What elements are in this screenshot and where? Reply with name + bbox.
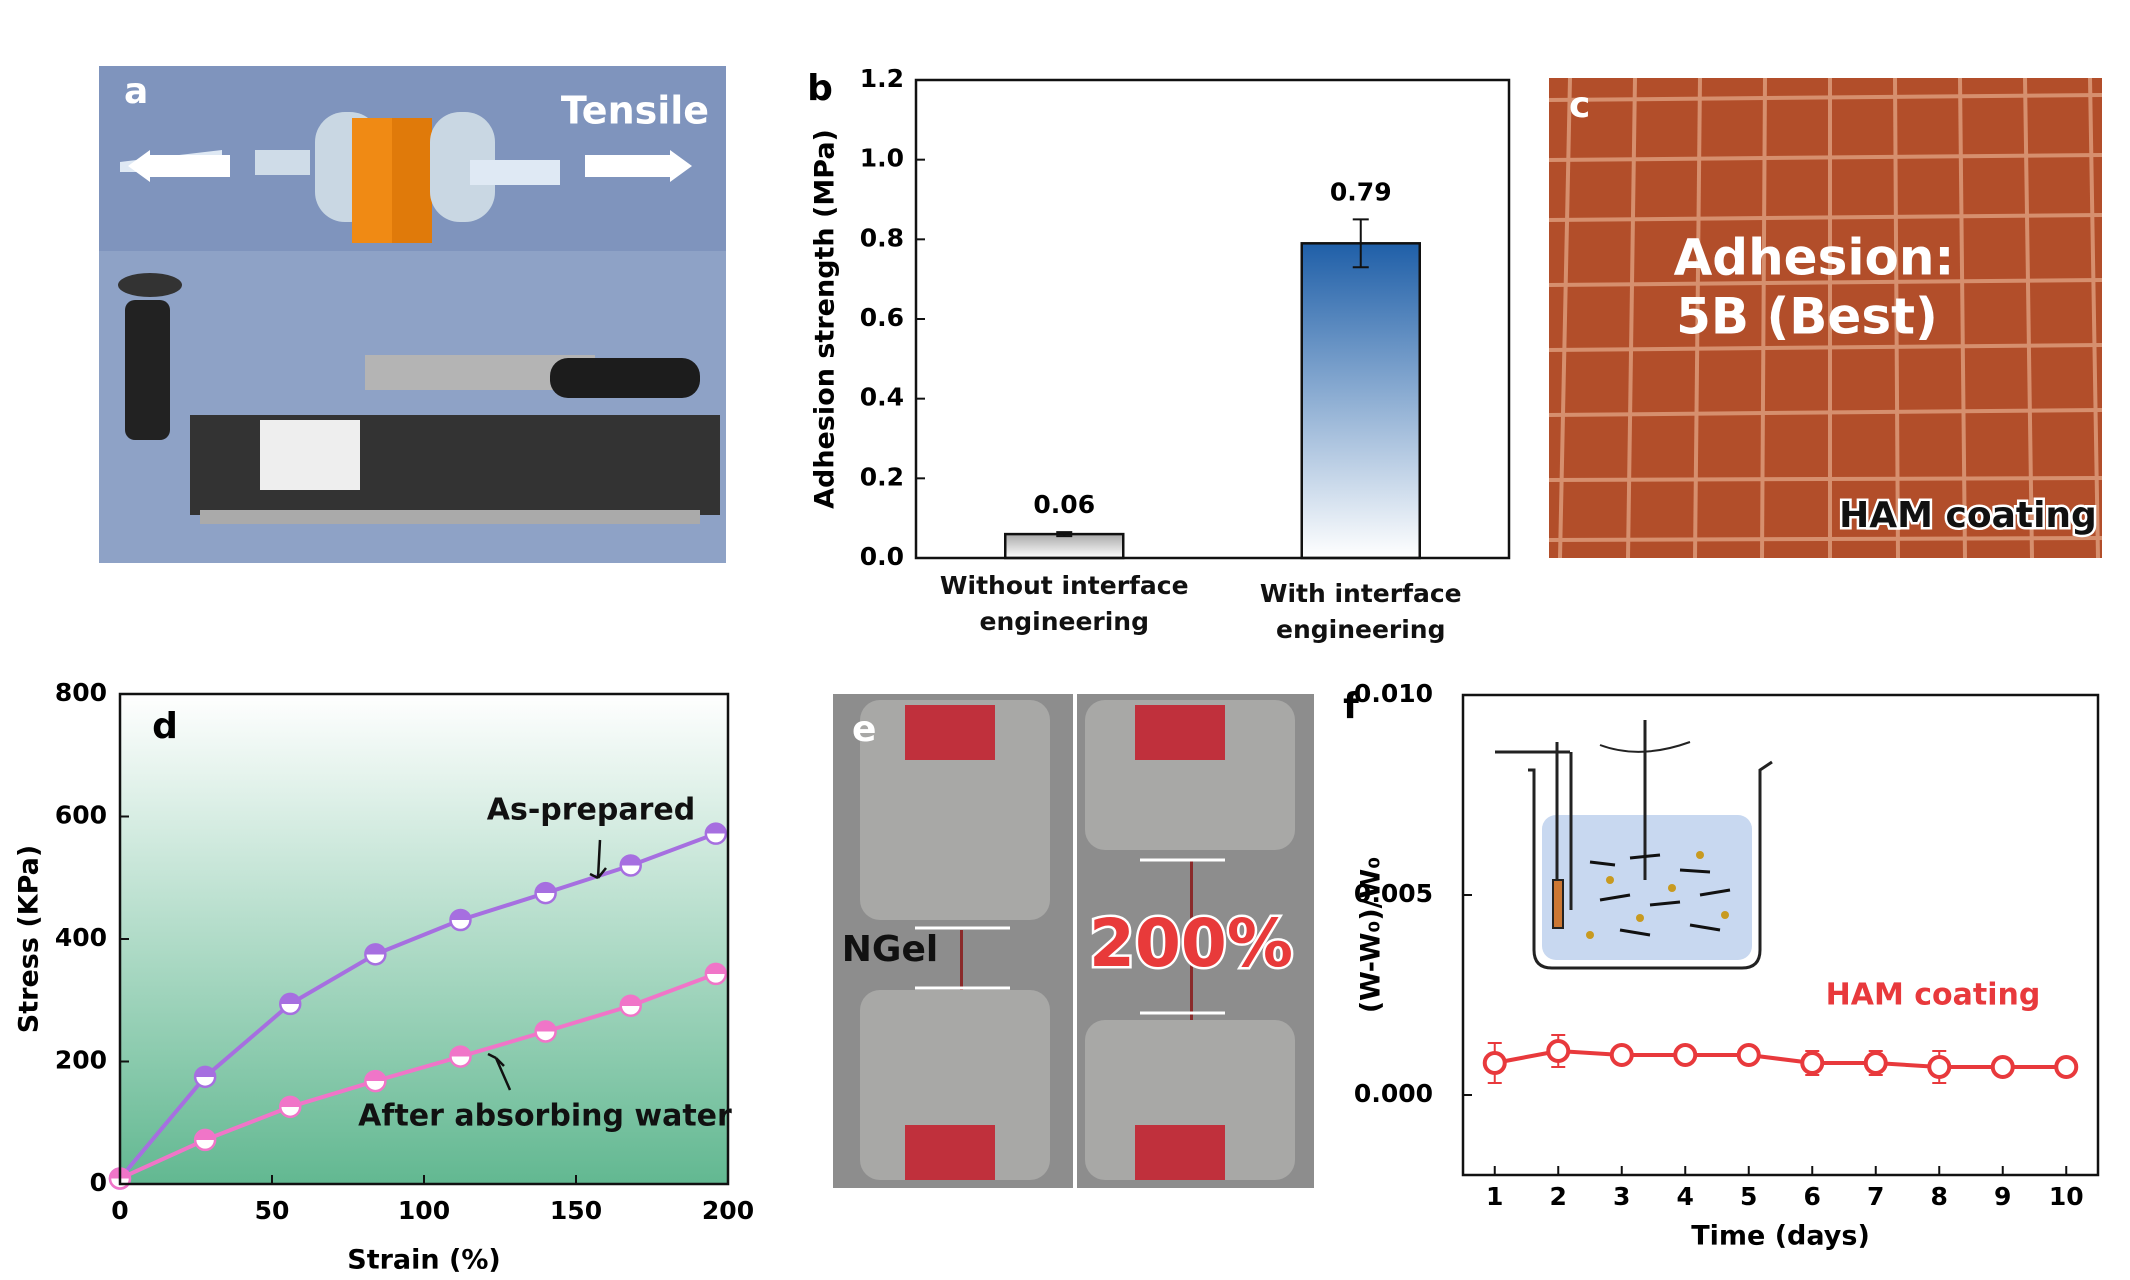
marker [1800, 1051, 1825, 1075]
y-tick-label: 0 [90, 1168, 107, 1197]
panel-label: d [152, 706, 178, 747]
error-bar [1056, 531, 1073, 538]
y-tick-label: 0.000 [1354, 1079, 1433, 1108]
y-tick-label: 0.8 [860, 223, 904, 252]
marker [449, 908, 472, 932]
marker [1927, 1055, 1952, 1079]
value-label: 0.79 [1330, 177, 1392, 206]
y-tick-label: 800 [55, 678, 107, 707]
x-tick-label: 4 [1677, 1182, 1694, 1211]
y-tick-label: 0.2 [860, 462, 904, 491]
plot-frame [118, 692, 730, 1186]
marker [704, 822, 728, 845]
y-axis-title: (W-W₀)/W₀ [1356, 857, 1387, 1013]
x-tick-label: Without interface engineering [939, 571, 1189, 636]
x-tick-label: With interface engineering [1259, 579, 1462, 644]
series-label: As-prepared [487, 793, 695, 828]
y-tick-label: 0.005 [1354, 879, 1433, 908]
panel-label: f [1343, 686, 1359, 727]
y-tick-label: 200 [55, 1046, 107, 1075]
y-tick-label: 0.010 [1354, 679, 1433, 708]
marker [1546, 1039, 1571, 1063]
series-label: After absorbing water [358, 1099, 732, 1134]
marker [2054, 1055, 2079, 1079]
series-line [119, 972, 717, 1181]
marker [619, 994, 642, 1018]
marker [193, 1128, 217, 1152]
photo-text: 200% [1089, 905, 1293, 982]
series-label: HAM coating [1826, 978, 2041, 1013]
y-tick-label: 0.4 [860, 383, 904, 412]
series-line [118, 831, 717, 1180]
photo-e [833, 694, 1314, 1188]
x-tick-label: 10 [2049, 1182, 2084, 1211]
y-tick-label: 1.2 [860, 64, 904, 93]
marker [364, 943, 387, 966]
error-bar [1352, 218, 1369, 269]
marker [1736, 1043, 1761, 1067]
annotation-arrow [487, 1052, 512, 1091]
y-axis-title: Stress (KPa) [14, 845, 45, 1033]
marker [534, 1020, 557, 1043]
marker [278, 992, 302, 1016]
y-tick-label: 1.0 [860, 144, 904, 173]
series-line [1494, 1048, 2067, 1069]
x-tick-label: 150 [550, 1196, 602, 1225]
x-tick-label: 9 [1994, 1182, 2011, 1211]
photo-text: NGel [842, 929, 938, 970]
x-tick-label: 5 [1740, 1182, 1757, 1211]
value-label: 0.06 [1033, 490, 1095, 519]
photo-text: Adhesion: [1674, 229, 1955, 287]
photo-text: Tensile [561, 89, 709, 133]
y-tick-label: 600 [55, 801, 107, 830]
x-tick-label: 7 [1867, 1182, 1884, 1211]
marker [534, 881, 557, 905]
x-tick-label: 2 [1550, 1182, 1567, 1211]
panel-label: b [807, 68, 833, 109]
x-tick-label: 8 [1931, 1182, 1948, 1211]
photo-caption: HAM coating [1839, 495, 2097, 536]
marker [278, 1095, 302, 1119]
plot-frame [1461, 693, 2100, 1177]
x-tick-label: 3 [1613, 1182, 1630, 1211]
panel-label: c [1569, 85, 1590, 126]
y-axis-title: Adhesion strength (MPa) [810, 129, 841, 509]
inset-schematic [1495, 720, 1773, 970]
marker [1482, 1051, 1507, 1075]
x-tick-label: 6 [1804, 1182, 1821, 1211]
marker [364, 1069, 387, 1093]
y-tick-label: 400 [55, 923, 107, 952]
marker [1673, 1043, 1698, 1067]
x-tick-label: 0 [111, 1196, 128, 1225]
marker [619, 854, 642, 877]
plot-background [120, 694, 728, 1184]
marker [1863, 1051, 1888, 1075]
x-tick-label: 1 [1486, 1182, 1503, 1211]
marker [704, 962, 728, 986]
x-axis-title: Strain (%) [347, 1245, 501, 1276]
x-axis-title: Time (days) [1691, 1221, 1870, 1252]
photo-c [1548, 77, 2103, 559]
panel-label: e [852, 709, 876, 750]
annotation-arrow [589, 839, 607, 880]
panel-label: a [124, 71, 148, 112]
photo-a [99, 66, 726, 563]
y-tick-label: 0.6 [860, 303, 904, 332]
marker [1609, 1043, 1634, 1067]
x-tick-label: 100 [398, 1196, 450, 1225]
marker [1990, 1055, 2015, 1079]
photo-text: 5B (Best) [1676, 288, 1938, 346]
plot-frame [914, 78, 1511, 560]
bar [1300, 242, 1421, 560]
marker [193, 1065, 217, 1089]
y-tick-label: 0.0 [860, 542, 904, 571]
marker [449, 1045, 472, 1068]
x-tick-label: 200 [702, 1196, 754, 1225]
x-tick-label: 50 [255, 1196, 290, 1225]
bar [1004, 532, 1125, 560]
